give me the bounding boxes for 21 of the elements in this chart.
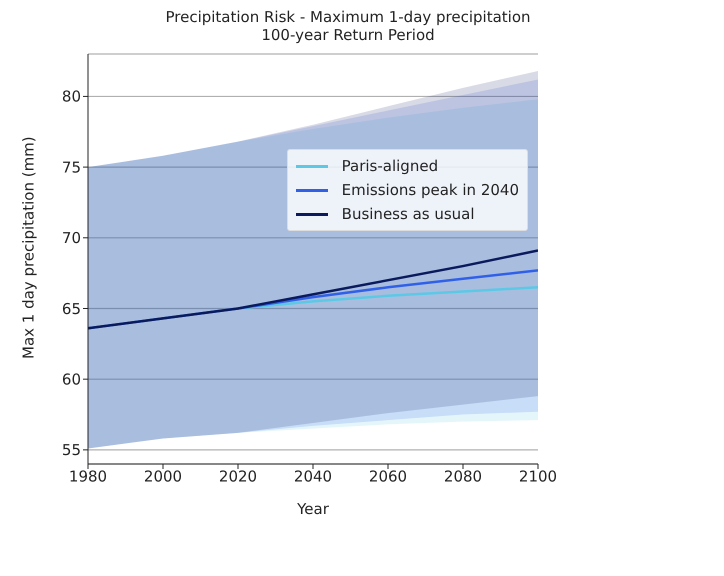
y-tick-label: 70 [62, 229, 81, 248]
x-tick-label: 1980 [68, 468, 108, 486]
y-tick-label: 55 [62, 441, 81, 460]
x-tick-label: 2040 [294, 468, 332, 486]
x-tick-label: 2060 [368, 468, 408, 486]
x-axis-title: Year [296, 500, 330, 518]
y-tick-label: 80 [62, 88, 81, 106]
line-series [88, 249, 538, 330]
legend-label: Paris-aligned [342, 157, 438, 175]
x-tick-label: 2020 [218, 468, 258, 486]
x-tick-label: 2100 [518, 468, 558, 486]
chart-subtitle: 100-year Return Period [260, 26, 436, 44]
legend-label: Emissions peak in 2040 [342, 181, 519, 199]
x-tick-label: 2000 [144, 468, 182, 486]
legend-label: Business as usual [342, 205, 475, 223]
y-tick-label: 65 [62, 300, 81, 318]
y-tick-label: 75 [62, 158, 81, 176]
y-tick-label: 60 [62, 370, 81, 388]
x-tick-label: 2080 [444, 468, 482, 486]
y-axis-title: Max 1 day precipitation (mm) [19, 136, 38, 359]
chart-title: Precipitation Risk - Maximum 1-day precipitation [164, 8, 532, 26]
